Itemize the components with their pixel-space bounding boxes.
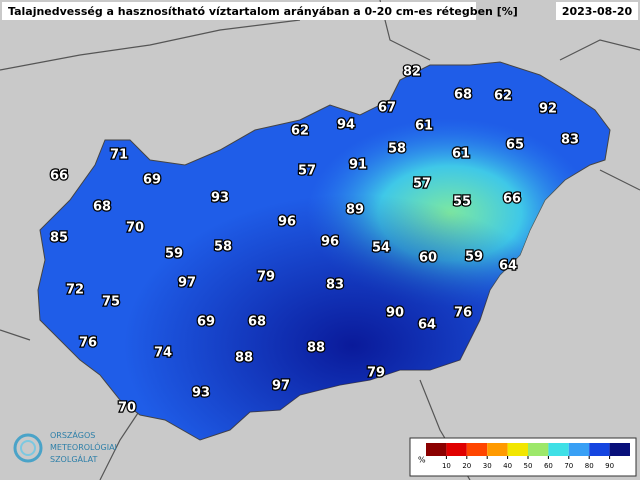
station-value: 64: [499, 259, 517, 274]
station-value: 62: [291, 124, 309, 139]
station-value: 67: [378, 101, 396, 116]
legend-tick-label: 60: [544, 462, 553, 470]
station-value: 68: [454, 88, 472, 103]
legend-swatch: [466, 443, 488, 456]
station-value: 54: [372, 241, 390, 256]
station-value: 79: [257, 270, 275, 285]
station-value: 70: [118, 401, 136, 416]
station-value: 75: [102, 295, 120, 310]
station-value: 89: [346, 203, 364, 218]
station-value: 58: [214, 240, 232, 255]
legend-tick-label: 40: [503, 462, 512, 470]
station-value: 76: [454, 306, 472, 321]
legend-swatch: [568, 443, 590, 456]
station-value: 59: [165, 247, 183, 262]
title: Talajnedvesség a hasznosítható víztartal…: [8, 5, 518, 18]
station-value: 59: [465, 250, 483, 265]
legend: 10 20 30 40 50 60 70 80 90: [426, 443, 630, 470]
station-value: 79: [367, 366, 385, 381]
legend-swatch: [548, 443, 569, 456]
station-value: 83: [561, 133, 579, 148]
station-value: 57: [413, 177, 431, 192]
legend-tick-label: 70: [564, 462, 573, 470]
legend-tick-label: 30: [483, 462, 492, 470]
date-box: [556, 2, 638, 20]
station-value: 83: [326, 278, 344, 293]
station-value: 85: [50, 231, 68, 246]
logo-line: SZOLGÁLAT: [50, 453, 97, 464]
station-value: 90: [386, 306, 404, 321]
station-value: 64: [418, 318, 436, 333]
station-value: 72: [66, 283, 84, 298]
station-value: 60: [419, 251, 437, 266]
station-value: 65: [506, 138, 524, 153]
logo: ORSZÁGOS METEOROLÓGIAI SZOLGÁLAT: [13, 429, 117, 464]
title-box: [2, 2, 476, 20]
legend-tick-label: 90: [605, 462, 614, 470]
station-value: 70: [126, 221, 144, 236]
legend-swatch: [609, 443, 630, 456]
station-value: 88: [235, 351, 253, 366]
legend-tick-label: 20: [462, 462, 471, 470]
station-value: 76: [79, 336, 97, 351]
station-value: 93: [211, 191, 229, 206]
station-value: 57: [298, 164, 316, 179]
legend-swatch: [426, 443, 447, 456]
station-value: 61: [452, 147, 470, 162]
station-value: 69: [197, 315, 215, 330]
station-value: 74: [154, 346, 172, 361]
legend-swatch: [507, 443, 528, 456]
legend-tick-label: 10: [442, 462, 451, 470]
station-value: 94: [337, 118, 355, 133]
legend-tick-label: 80: [585, 462, 594, 470]
station-value: 61: [415, 119, 433, 134]
station-value: 69: [143, 173, 161, 188]
legend-swatch: [487, 443, 508, 456]
date: 2023-08-20: [562, 5, 633, 18]
station-labels: 82 68 62 92 94 67 62 61 83 71 58 91 61 65 57 66 69 57 55 66…: [49, 63, 581, 417]
saturated-area: [38, 62, 610, 440]
station-value: 96: [321, 235, 339, 250]
station-value: 66: [503, 192, 521, 207]
legend-swatch: [528, 443, 549, 456]
station-value: 97: [272, 379, 290, 394]
station-value: 66: [50, 169, 68, 184]
legend-swatch: [446, 443, 467, 456]
legend-unit: %: [418, 456, 426, 465]
station-value: 82: [403, 65, 421, 80]
station-value: 91: [349, 158, 367, 173]
station-value: 71: [110, 148, 128, 163]
legend-swatch: [589, 443, 610, 456]
station-value: 68: [93, 200, 111, 215]
station-value: 96: [278, 215, 296, 230]
station-value: 55: [453, 195, 471, 210]
station-value: 68: [248, 315, 266, 330]
station-value: 88: [307, 341, 325, 356]
legend-tick-label: 50: [524, 462, 533, 470]
station-value: 97: [178, 276, 196, 291]
hungary: [37, 61, 611, 441]
station-value: 58: [388, 142, 406, 157]
logo-line: METEOROLÓGIAI: [50, 441, 117, 452]
station-value: 62: [494, 89, 512, 104]
logo-line: ORSZÁGOS: [50, 429, 95, 440]
station-value: 92: [539, 102, 557, 117]
station-value: 93: [192, 386, 210, 401]
